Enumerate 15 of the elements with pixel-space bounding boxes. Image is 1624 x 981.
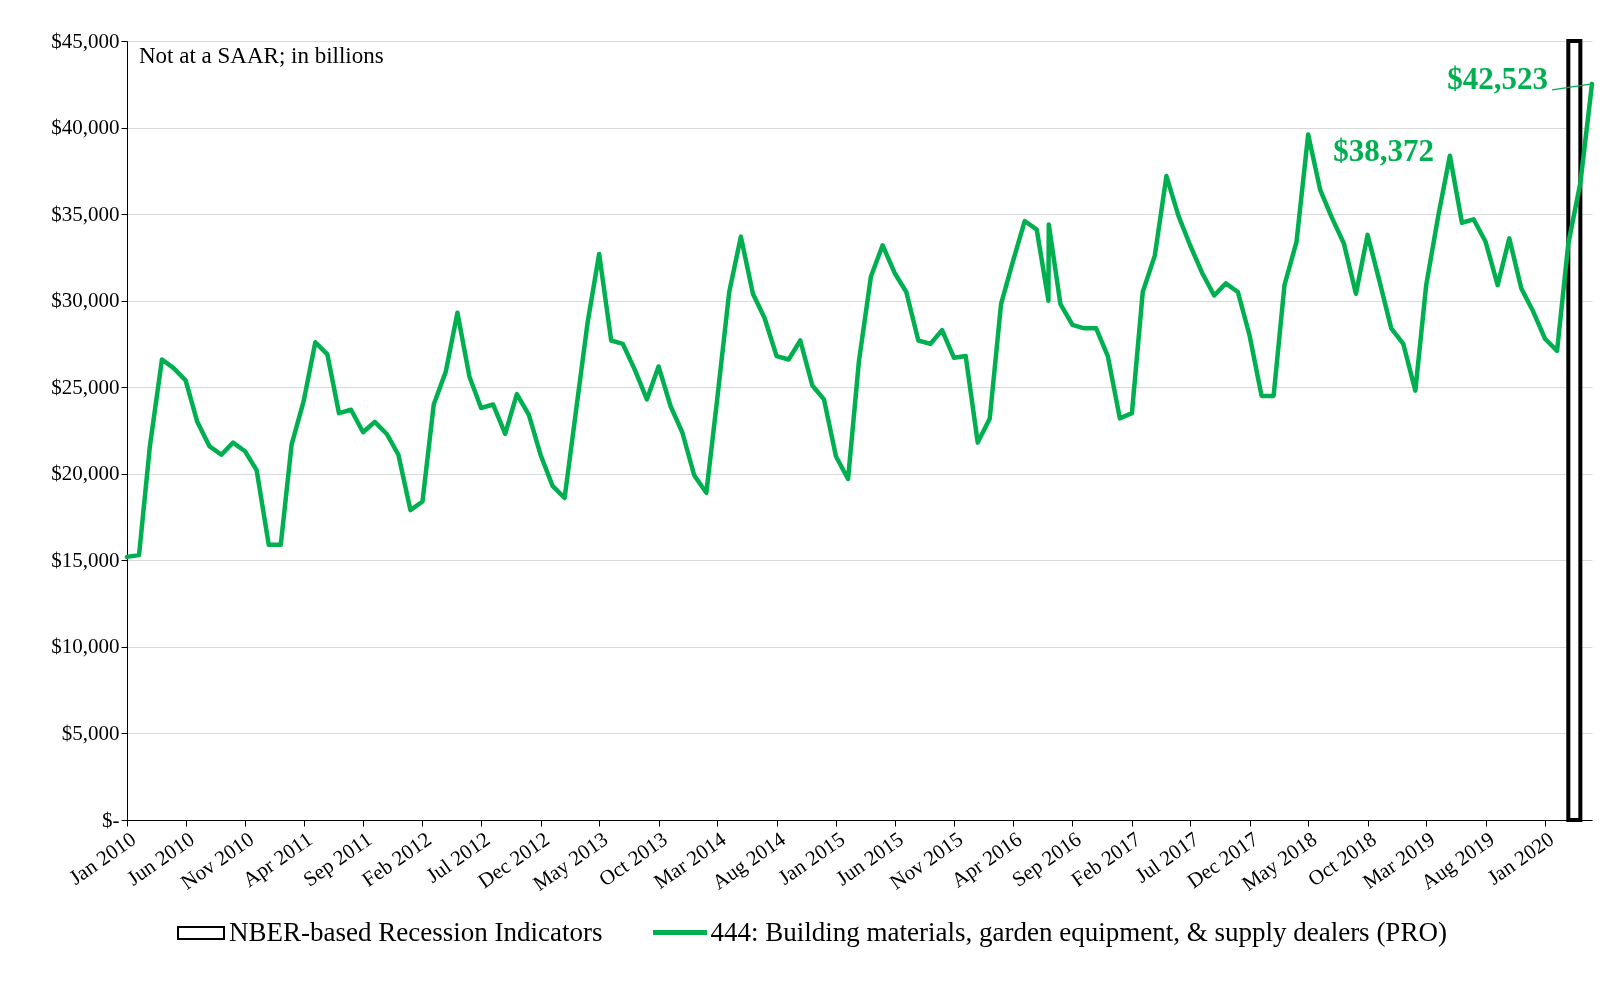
y-tick-label: $5,000	[61, 720, 120, 745]
y-tick-label: $20,000	[51, 461, 120, 486]
legend-label: NBER-based Recession Indicators	[229, 917, 603, 948]
y-tick-label: $10,000	[51, 634, 120, 659]
y-tick-label: $30,000	[51, 288, 120, 313]
y-tick-label: $15,000	[51, 547, 120, 572]
y-tick-label: $-	[102, 807, 120, 832]
annotation: Not at a SAAR; in billions	[139, 43, 384, 68]
y-tick-label: $25,000	[51, 374, 120, 399]
data-label: $38,372	[1333, 132, 1434, 168]
data-label: $42,523	[1447, 60, 1548, 96]
y-tick-label: $40,000	[51, 115, 120, 140]
legend-label: 444: Building materials, garden equipment, & supply dealers (PRO)	[710, 917, 1447, 948]
y-tick-label: $35,000	[51, 201, 120, 226]
y-tick-label: $45,000	[51, 28, 120, 53]
